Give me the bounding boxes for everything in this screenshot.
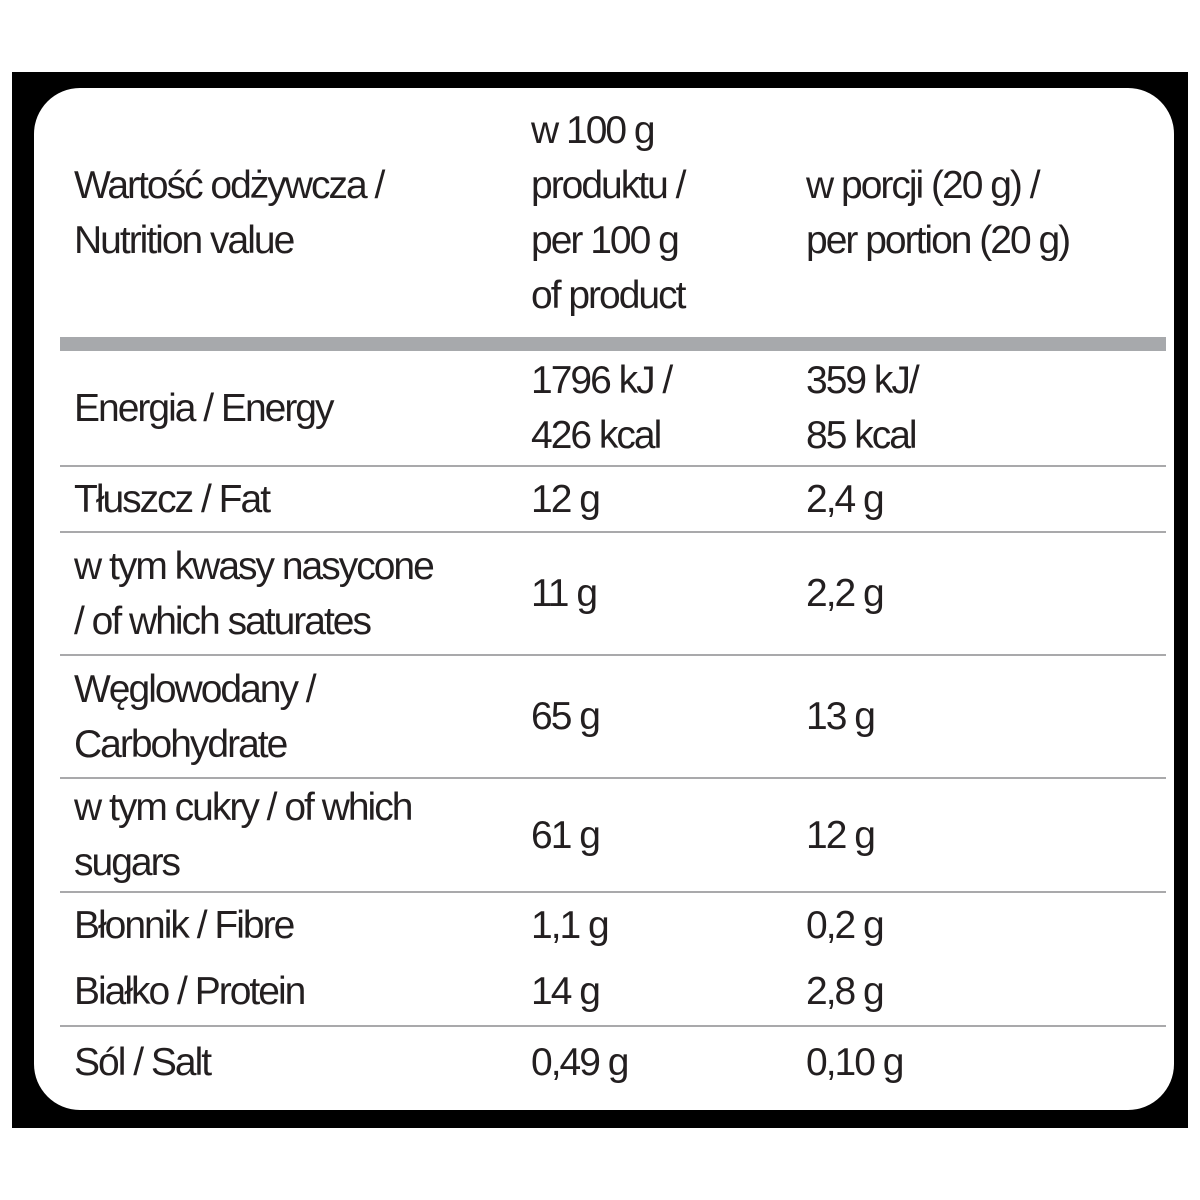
row-name-text: w tym kwasy nasycone / of which saturate… <box>74 544 435 643</box>
table-row-fat: Tłuszcz / Fat 12 g 2,4 g <box>34 467 1174 531</box>
header-per-portion-text: w porcji (20 g) / per portion (20 g) <box>806 163 1071 262</box>
row-separator <box>60 654 1166 656</box>
row-per100: 12 g <box>531 467 796 531</box>
row-name-text: Energia / Energy <box>74 386 335 430</box>
row-per100: 14 g <box>531 957 796 1025</box>
row-per100: 1796 kJ / 426 kcal <box>531 351 796 465</box>
row-per100: 65 g <box>531 656 796 777</box>
header-divider <box>60 337 1166 351</box>
row-per100-text: 12 g <box>531 477 601 521</box>
row-name-text: w tym cukry / of which sugars <box>74 786 413 884</box>
row-portion-text: 2,2 g <box>806 572 885 615</box>
table-header-row: Wartość odżywcza / Nutrition value w 100… <box>34 88 1174 337</box>
row-portion: 12 g <box>806 779 1166 891</box>
row-name: Sól / Salt <box>74 1027 524 1097</box>
row-portion: 13 g <box>806 656 1166 777</box>
row-name: Energia / Energy <box>74 351 524 465</box>
row-portion: 0,10 g <box>806 1027 1166 1097</box>
row-per100-text: 11 g <box>531 572 598 615</box>
row-per100-text: 0,49 g <box>531 1040 629 1084</box>
table-row-protein: Białko / Protein 14 g 2,8 g <box>34 957 1174 1025</box>
table-row-sugars: w tym cukry / of which sugars 61 g 12 g <box>34 779 1174 891</box>
row-per100: 61 g <box>531 779 796 891</box>
row-per100: 1,1 g <box>531 893 796 957</box>
table-row-salt: Sól / Salt 0,49 g 0,10 g <box>34 1027 1174 1097</box>
row-per100: 11 g <box>531 533 796 654</box>
table-row-saturates: w tym kwasy nasycone / of which saturate… <box>34 533 1174 654</box>
row-portion: 2,8 g <box>806 957 1166 1025</box>
row-portion-text: 0,2 g <box>806 903 885 947</box>
row-portion: 2,2 g <box>806 533 1166 654</box>
header-per-100g: w 100 g produktu / per 100 g of product <box>531 88 796 337</box>
row-per100-text: 1,1 g <box>531 903 610 947</box>
row-portion-text: 13 g <box>806 695 876 738</box>
row-name: Tłuszcz / Fat <box>74 467 524 531</box>
row-portion: 2,4 g <box>806 467 1166 531</box>
row-separator <box>60 777 1166 779</box>
row-name-text: Tłuszcz / Fat <box>74 477 271 521</box>
header-nutrition-value: Wartość odżywcza / Nutrition value <box>74 88 524 337</box>
row-separator <box>60 1025 1166 1027</box>
row-per100-text: 1796 kJ / 426 kcal <box>531 359 673 457</box>
row-name: Błonnik / Fibre <box>74 893 524 957</box>
row-name-text: Błonnik / Fibre <box>74 903 295 947</box>
row-name-text: Białko / Protein <box>74 969 306 1013</box>
row-name: Białko / Protein <box>74 957 524 1025</box>
row-portion-text: 12 g <box>806 813 876 857</box>
row-per100: 0,49 g <box>531 1027 796 1097</box>
row-name: w tym cukry / of which sugars <box>74 779 524 891</box>
table-row-energy: Energia / Energy 1796 kJ / 426 kcal 359 … <box>34 351 1174 465</box>
header-nutrition-value-text: Wartość odżywcza / Nutrition value <box>74 163 385 262</box>
row-name: Węglowodany / Carbohydrate <box>74 656 524 777</box>
label-frame: Wartość odżywcza / Nutrition value w 100… <box>12 72 1188 1128</box>
header-per-100g-text: w 100 g produktu / per 100 g of product <box>531 108 686 317</box>
table-row-fibre: Błonnik / Fibre 1,1 g 0,2 g <box>34 893 1174 957</box>
row-name-text: Węglowodany / Carbohydrate <box>74 667 317 766</box>
row-portion: 0,2 g <box>806 893 1166 957</box>
row-name-text: Sól / Salt <box>74 1040 212 1084</box>
row-portion-text: 359 kJ/ 85 kcal <box>806 359 920 457</box>
row-per100-text: 61 g <box>531 813 601 857</box>
row-separator <box>60 465 1166 467</box>
row-portion-text: 2,8 g <box>806 969 885 1013</box>
table-row-carbohydrate: Węglowodany / Carbohydrate 65 g 13 g <box>34 656 1174 777</box>
row-per100-text: 14 g <box>531 969 601 1013</box>
nutrition-table: Wartość odżywcza / Nutrition value w 100… <box>34 88 1174 1110</box>
row-name: w tym kwasy nasycone / of which saturate… <box>74 533 524 654</box>
row-portion-text: 0,10 g <box>806 1040 904 1084</box>
row-separator <box>60 891 1166 893</box>
header-per-portion: w porcji (20 g) / per portion (20 g) <box>806 88 1166 337</box>
row-portion-text: 2,4 g <box>806 477 885 521</box>
row-portion: 359 kJ/ 85 kcal <box>806 351 1166 465</box>
row-separator <box>60 531 1166 533</box>
row-per100-text: 65 g <box>531 695 601 738</box>
